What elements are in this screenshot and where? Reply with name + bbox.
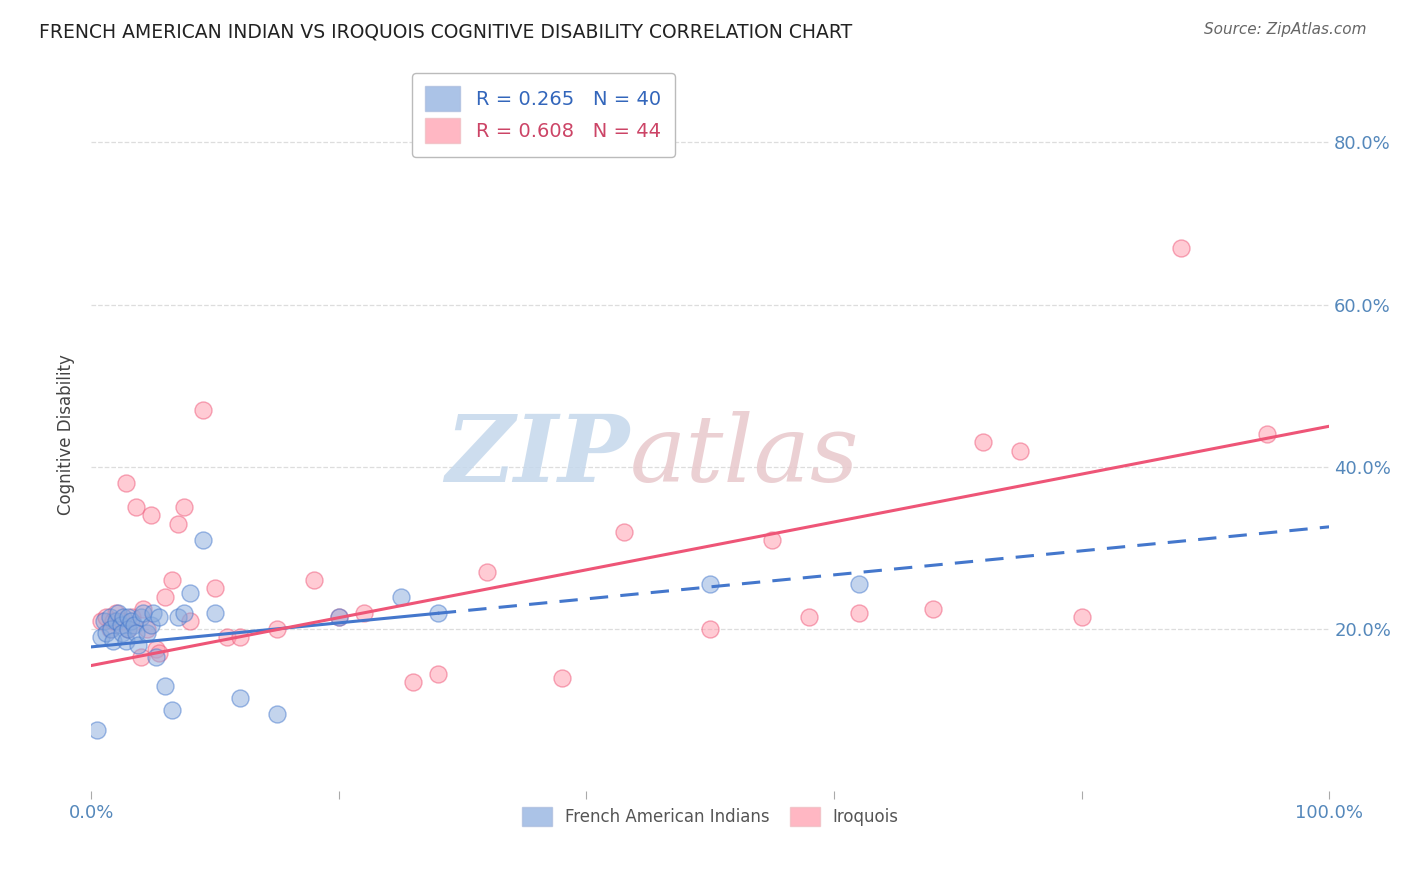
Point: [129, 610, 152, 624]
Point: [550, 671, 572, 685]
Point: [104, 606, 127, 620]
Point: [132, 601, 155, 615]
Point: [229, 630, 252, 644]
Point: [103, 634, 125, 648]
Point: [1170, 241, 1192, 255]
Point: [1008, 443, 1031, 458]
Point: [94, 626, 117, 640]
Point: [328, 610, 350, 624]
Point: [266, 622, 288, 636]
Point: [166, 516, 188, 531]
Point: [117, 610, 139, 624]
Point: [328, 610, 350, 624]
Point: [148, 646, 170, 660]
Point: [799, 610, 821, 624]
Point: [127, 638, 149, 652]
Y-axis label: Cognitive Disability: Cognitive Disability: [58, 354, 75, 515]
Point: [145, 642, 167, 657]
Point: [160, 574, 183, 588]
Point: [426, 666, 449, 681]
Point: [98, 622, 121, 636]
Point: [142, 606, 165, 620]
Point: [179, 614, 201, 628]
Point: [114, 634, 136, 648]
Point: [1070, 610, 1092, 624]
Point: [90, 630, 112, 644]
Point: [93, 614, 115, 628]
Text: ZIP: ZIP: [446, 411, 630, 500]
Point: [402, 674, 425, 689]
Point: [139, 618, 162, 632]
Text: atlas: atlas: [630, 411, 859, 500]
Point: [155, 679, 177, 693]
Point: [1256, 427, 1278, 442]
Point: [103, 614, 125, 628]
Point: [121, 610, 143, 624]
Point: [111, 626, 134, 640]
Text: Source: ZipAtlas.com: Source: ZipAtlas.com: [1204, 22, 1367, 37]
Point: [266, 707, 288, 722]
Point: [302, 574, 325, 588]
Point: [90, 614, 112, 628]
Point: [173, 500, 195, 515]
Point: [107, 606, 129, 620]
Point: [132, 606, 155, 620]
Point: [145, 650, 167, 665]
Point: [699, 577, 721, 591]
Point: [112, 610, 135, 624]
Point: [426, 606, 449, 620]
Point: [229, 691, 252, 706]
Point: [191, 403, 214, 417]
Point: [100, 622, 122, 636]
Point: [477, 566, 499, 580]
Point: [117, 622, 139, 636]
Point: [217, 630, 239, 644]
Point: [120, 614, 142, 628]
Point: [135, 626, 157, 640]
Point: [148, 610, 170, 624]
Point: [129, 650, 152, 665]
Point: [110, 618, 132, 632]
Point: [125, 626, 148, 640]
Point: [139, 508, 162, 523]
Point: [124, 618, 146, 632]
Point: [104, 614, 127, 628]
Point: [166, 610, 188, 624]
Point: [179, 585, 201, 599]
Point: [612, 524, 634, 539]
Point: [111, 614, 134, 628]
Point: [155, 590, 177, 604]
Point: [972, 435, 994, 450]
Legend: French American Indians, Iroquois: French American Indians, Iroquois: [513, 798, 907, 834]
Point: [848, 606, 870, 620]
Point: [353, 606, 375, 620]
Point: [191, 533, 214, 547]
Point: [922, 601, 945, 615]
Point: [117, 622, 139, 636]
Point: [848, 577, 870, 591]
Point: [160, 703, 183, 717]
Point: [114, 476, 136, 491]
Text: FRENCH AMERICAN INDIAN VS IROQUOIS COGNITIVE DISABILITY CORRELATION CHART: FRENCH AMERICAN INDIAN VS IROQUOIS COGNI…: [39, 22, 852, 41]
Point: [389, 590, 412, 604]
Point: [173, 606, 195, 620]
Point: [98, 610, 121, 624]
Point: [699, 622, 721, 636]
Point: [135, 622, 157, 636]
Point: [94, 610, 117, 624]
Point: [761, 533, 783, 547]
Point: [125, 500, 148, 515]
Point: [204, 582, 226, 596]
Point: [204, 606, 226, 620]
Point: [86, 723, 108, 738]
